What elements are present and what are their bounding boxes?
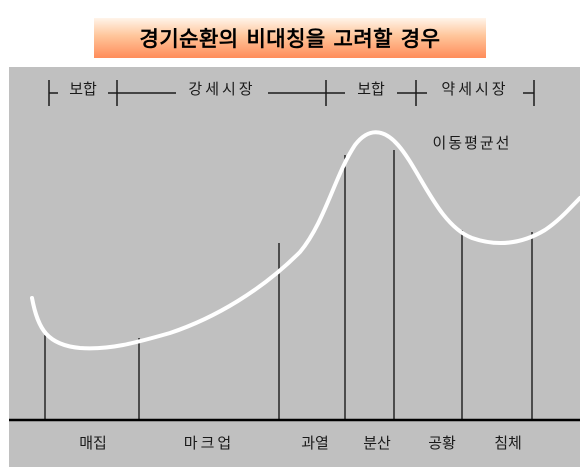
stage-label-3: 과열 <box>301 434 329 452</box>
phase-label-bg-4 <box>427 78 523 100</box>
stage-label-4: 분산 <box>363 434 391 452</box>
phase-label-bg-2 <box>176 78 268 100</box>
stage-lines <box>44 150 533 420</box>
moving-average-curve <box>30 130 580 351</box>
stage-label-1: 매집 <box>79 434 107 452</box>
phase-label-bg-3 <box>345 78 397 100</box>
phase-label-3: 보합 <box>357 80 385 98</box>
stage-label-5: 공황 <box>428 434 456 452</box>
phase-label-2: 강세시장 <box>188 80 255 98</box>
stage-label-6: 침체 <box>494 434 522 452</box>
stage-label-2: 마크업 <box>184 434 234 452</box>
diagram-title: 경기순환의 비대칭을 고려할 경우 <box>94 18 486 58</box>
phase-label-bg-1 <box>58 78 108 100</box>
curve-label: 이동평균선 <box>432 134 511 152</box>
phase-label-1: 보합 <box>69 80 97 98</box>
title-text: 경기순환의 비대칭을 고려할 경우 <box>139 27 441 51</box>
diagram-panel <box>9 67 580 467</box>
phase-label-4: 약세시장 <box>441 80 508 98</box>
